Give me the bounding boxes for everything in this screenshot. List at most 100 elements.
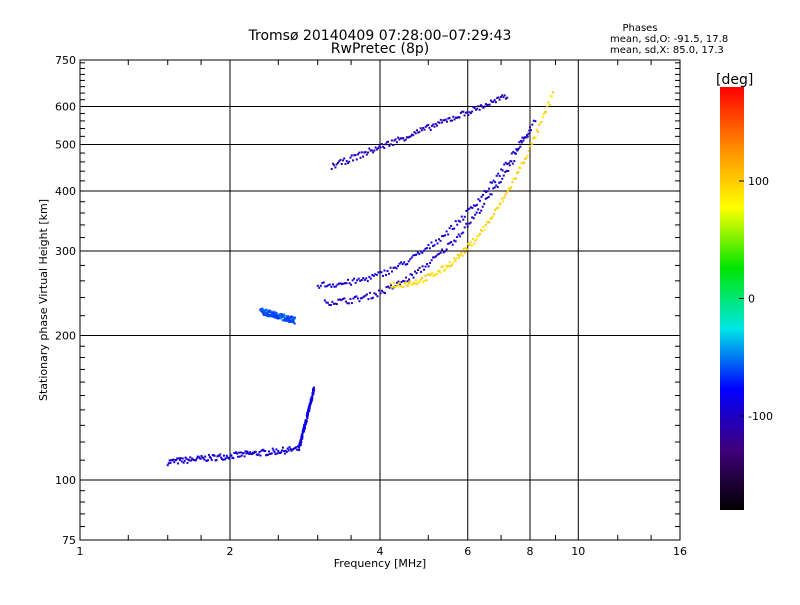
data-point [430,272,433,275]
data-point [398,138,401,141]
data-point [496,186,499,189]
data-point [403,261,406,264]
data-point [229,453,232,456]
data-point [427,265,430,268]
data-point [431,245,434,248]
data-point [442,251,445,254]
data-point [484,103,487,106]
data-point [213,454,216,457]
data-point [410,256,413,259]
data-point [367,298,370,301]
data-point [471,216,474,219]
data-point [311,394,314,397]
data-point [444,250,447,253]
data-point [387,140,390,143]
y-tick-label: 750 [55,54,76,67]
data-point [447,264,450,267]
data-point [371,274,374,277]
data-point [407,260,410,263]
data-point [391,285,394,288]
data-point [507,162,510,165]
data-point [455,257,458,260]
data-point [362,295,365,298]
data-point [473,106,476,109]
data-point [516,149,519,152]
data-point [291,317,294,320]
data-point [418,130,421,133]
data-point [389,143,392,146]
data-point [377,289,380,292]
data-point [379,146,382,149]
data-point [222,458,225,461]
data-point [296,445,299,448]
data-point [500,197,503,200]
data-point [477,208,480,211]
data-point [331,300,334,303]
data-point [395,267,398,270]
data-point [421,265,424,268]
data-point [238,455,241,458]
data-point [273,451,276,454]
data-point [366,280,369,283]
data-point [289,317,292,320]
data-point [477,105,480,108]
data-point [448,261,451,264]
data-point [340,163,343,166]
data-point [338,298,341,301]
data-point [218,454,221,457]
data-point [364,150,367,153]
data-point [434,273,437,276]
data-point [498,174,501,177]
data-point [323,299,326,302]
data-point [476,107,479,110]
data-point [296,448,299,451]
data-point [456,116,459,119]
data-point [261,307,264,310]
data-point [486,190,489,193]
data-point [493,186,496,189]
data-point [402,137,405,140]
data-point [482,193,485,196]
data-point [333,285,336,288]
data-point [530,142,533,145]
data-point [491,100,494,103]
data-point [505,191,508,194]
data-point [239,451,242,454]
data-point [457,219,460,222]
data-point [400,281,403,284]
data-point [444,118,447,121]
y-tick-label: 600 [55,101,76,114]
data-point [267,450,270,453]
data-point [495,174,498,177]
data-point [285,315,288,318]
data-point [382,145,385,148]
data-point [509,160,512,163]
data-point [404,263,407,266]
data-point [440,266,443,269]
data-point [471,238,474,241]
data-point [356,297,359,300]
data-point [503,196,506,199]
data-point [199,457,202,460]
data-point [408,135,411,138]
data-point [472,204,475,207]
data-point [275,313,278,316]
data-point [525,156,528,159]
data-point [498,98,501,101]
data-point [346,302,349,305]
data-point [413,131,416,134]
data-point [507,170,510,173]
data-point [262,309,265,312]
data-point [441,248,444,251]
data-point [466,225,469,228]
data-point [500,168,503,171]
data-point [546,105,549,108]
data-point [337,298,340,301]
data-point [433,244,436,247]
data-point [365,153,368,156]
data-point [506,189,509,192]
data-point [401,285,404,288]
data-point [509,187,512,190]
data-point [487,220,490,223]
data-point [418,266,421,269]
